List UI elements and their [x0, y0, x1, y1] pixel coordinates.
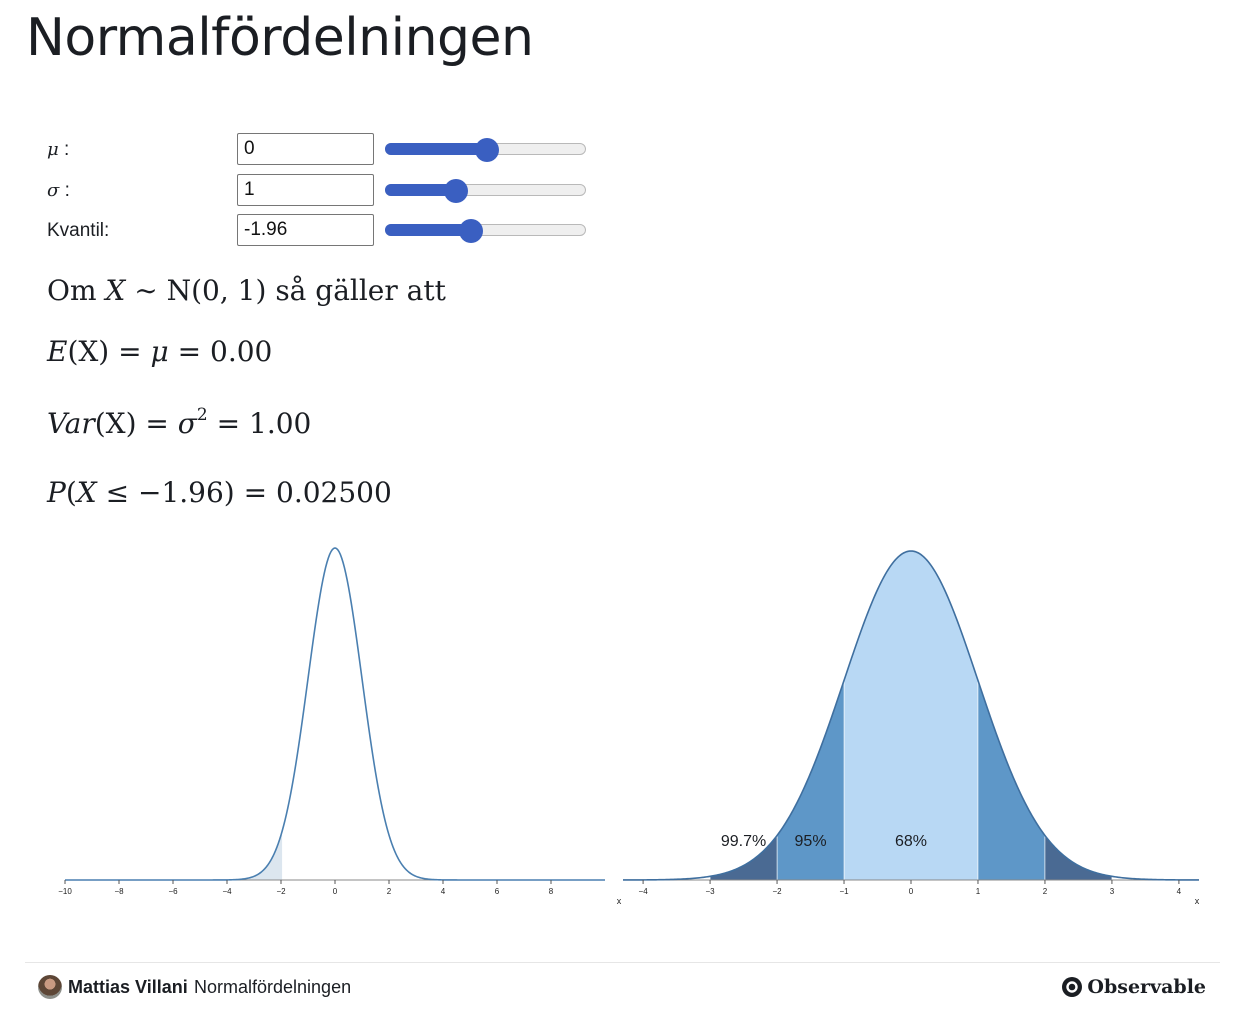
- mu-input[interactable]: [237, 133, 374, 165]
- x-tick-label: −2: [772, 887, 782, 896]
- density-chart-bands: −4 −3 −2 −1 0 1 2 3 4 x x 99.7% 95% 68%: [612, 530, 1212, 915]
- x-tick-label: 0: [909, 887, 914, 896]
- quantile-label: Kvantil:: [47, 220, 110, 241]
- sigma-slider-fill: [385, 184, 457, 196]
- x-tick-label: −10: [58, 887, 72, 896]
- observable-wordmark: Observable: [1087, 976, 1206, 998]
- x-tick-label: 3: [1110, 887, 1115, 896]
- sigma-slider[interactable]: [385, 179, 586, 203]
- notebook-title[interactable]: Normalfördelningen: [194, 977, 352, 997]
- sigma-slider-thumb[interactable]: [444, 179, 469, 203]
- x-tick-label: 2: [1043, 887, 1048, 896]
- sigma-input[interactable]: [237, 174, 374, 206]
- x-tick-label: −2: [276, 887, 286, 896]
- observable-logo-icon: [1062, 977, 1083, 997]
- quantile-control: Kvantil:: [47, 214, 607, 246]
- mu-control: μ :: [47, 133, 607, 165]
- x-tick-label: 8: [549, 887, 554, 896]
- x-tick-label: 1: [976, 887, 981, 896]
- quantile-slider-fill: [385, 224, 471, 236]
- x-tick-label: 4: [441, 887, 446, 896]
- density-curve: [622, 550, 1200, 881]
- quantile-slider-thumb[interactable]: [458, 219, 483, 243]
- band-percentage-label: 99.7%: [721, 833, 766, 850]
- x-tick-label: −3: [706, 887, 716, 896]
- density-curve: [65, 547, 605, 881]
- x-tick-label: 4: [1177, 887, 1182, 896]
- mu-slider-fill: [385, 143, 487, 155]
- sigma-label: σ :: [47, 180, 70, 201]
- mu-slider-thumb[interactable]: [474, 138, 499, 162]
- x-axis-label: x: [617, 896, 622, 906]
- density-chart-bands-svg: −4 −3 −2 −1 0 1 2 3 4 x x 99.7% 95% 68%: [617, 550, 1200, 906]
- x-tick-label: −1: [839, 887, 849, 896]
- observable-logo[interactable]: Observable: [1061, 975, 1206, 999]
- formula-probability: P(X ≤ −1.96) = 0.02500: [47, 476, 392, 509]
- quantile-input[interactable]: [237, 214, 374, 246]
- x-tick-label: 2: [387, 887, 392, 896]
- density-chart-full-svg: −10 −8 −6 −4 −2 0 2 4 6 8: [58, 547, 605, 896]
- x-tick-label: 6: [495, 887, 500, 896]
- band-percentage-label: 68%: [895, 833, 927, 850]
- x-tick-label: −4: [639, 887, 649, 896]
- shaded-tail-area: [65, 831, 283, 880]
- density-chart-full: −10 −8 −6 −4 −2 0 2 4 6 8: [40, 530, 620, 915]
- x-tick-label: −8: [114, 887, 124, 896]
- footer-divider: [25, 962, 1220, 963]
- mu-slider[interactable]: [385, 138, 586, 162]
- band-percentage-label: 95%: [795, 833, 827, 850]
- x-axis-label: x: [1195, 896, 1200, 906]
- formula-expectation: E(X) = μ = 0.00: [47, 335, 273, 368]
- x-tick-label: −6: [168, 887, 178, 896]
- quantile-slider[interactable]: [385, 219, 586, 243]
- x-tick-label: −4: [222, 887, 232, 896]
- author-avatar[interactable]: [38, 975, 62, 999]
- band-area-0: [843, 550, 979, 881]
- sigma-control: σ :: [47, 174, 607, 206]
- formula-intro: Om X ∼ N(0, 1) så gäller att: [47, 274, 446, 307]
- mu-label: μ :: [47, 139, 70, 160]
- formula-variance: Var(X) = σ2 = 1.00: [47, 405, 312, 440]
- x-tick-label: 0: [333, 887, 338, 896]
- band-area-4: [1044, 834, 1113, 881]
- page-title: Normalfördelningen: [26, 8, 534, 68]
- author-name[interactable]: Mattias Villani: [68, 977, 188, 997]
